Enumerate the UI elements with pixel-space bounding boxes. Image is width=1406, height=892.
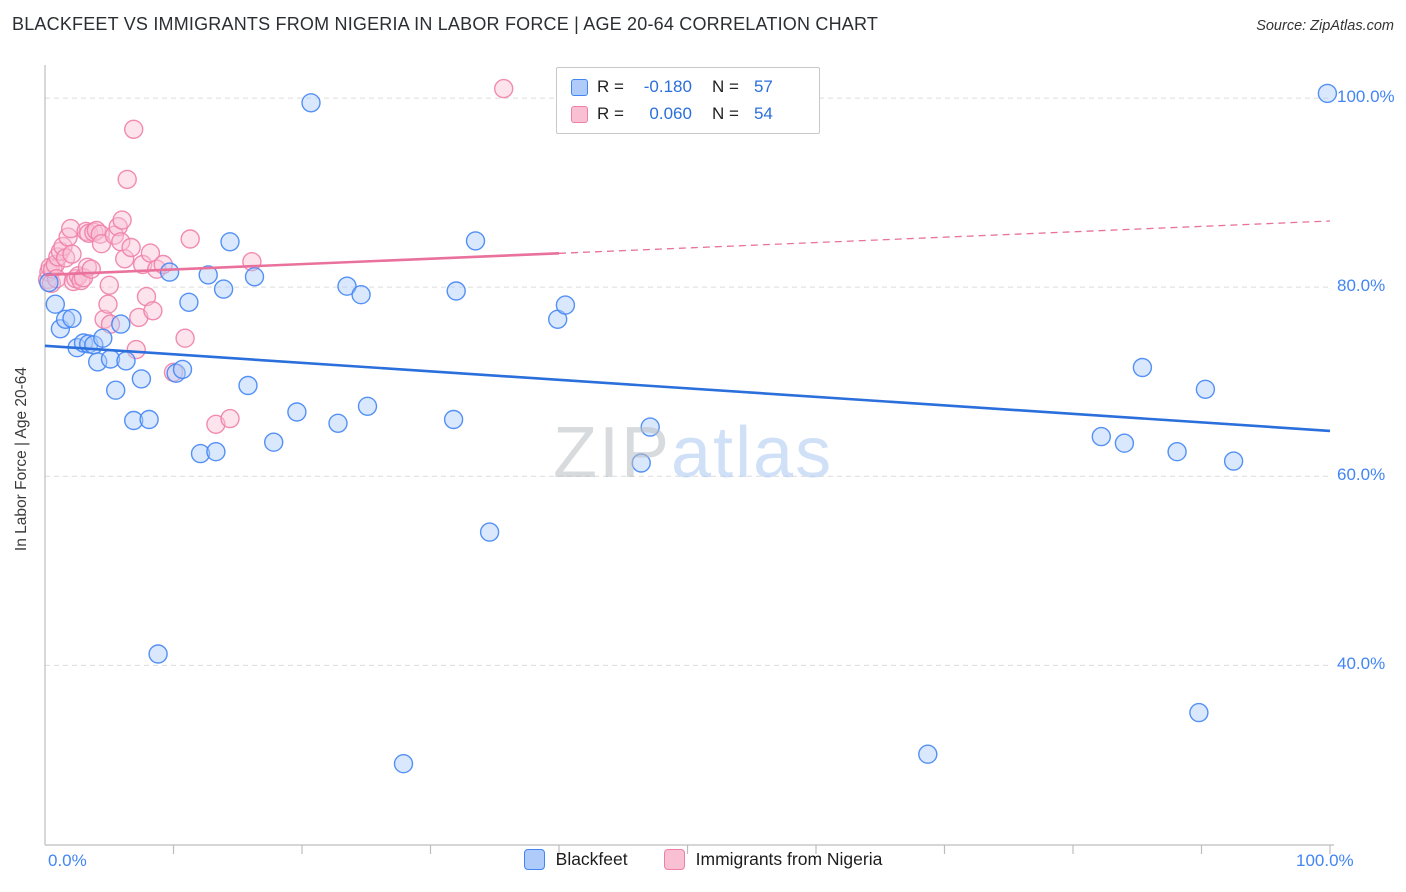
correlation-legend-box: R = -0.180 N = 57 R = 0.060 N = 54 (556, 67, 820, 134)
bottom-legend: Blackfeet Immigrants from Nigeria (0, 849, 1406, 870)
scatter-point-blackfeet (301, 93, 321, 113)
scatter-point-nigeria (494, 78, 514, 99)
scatter-point-blackfeet (328, 413, 348, 433)
y-tick-100: 100.0% (1337, 87, 1395, 106)
scatter-point-blackfeet (918, 744, 938, 764)
scatter-point-nigeria (62, 244, 82, 264)
r-value-nigeria: 0.060 (649, 104, 692, 123)
scatter-point-blackfeet (393, 754, 414, 774)
r-label: R = (597, 104, 624, 123)
scatter-point-nigeria (112, 210, 132, 230)
blackfeet-legend-swatch-icon (523, 849, 545, 870)
scatter-point-blackfeet (220, 232, 240, 252)
scatter-point-blackfeet (1167, 442, 1187, 462)
scatter-point-blackfeet (206, 442, 226, 462)
scatter-point-blackfeet (264, 432, 284, 452)
scatter-point-blackfeet (640, 417, 660, 437)
nigeria-swatch-icon (571, 105, 588, 123)
legend-row-blackfeet: R = -0.180 N = 57 (571, 77, 805, 97)
scatter-point-nigeria (60, 218, 81, 239)
legend-row-nigeria: R = 0.060 N = 54 (571, 104, 805, 124)
scatter-point-blackfeet (337, 276, 357, 296)
scatter-point-blackfeet (446, 281, 466, 301)
scatter-point-nigeria (99, 275, 120, 295)
scatter-point-nigeria (98, 294, 118, 314)
scatter-point-nigeria (180, 229, 200, 249)
scatter-point-blackfeet (62, 308, 82, 329)
scatter-point-blackfeet (213, 279, 234, 299)
scatter-point-nigeria (220, 408, 240, 429)
legend-label-nigeria: Immigrants from Nigeria (695, 849, 883, 869)
blackfeet-swatch-icon (571, 78, 588, 96)
scatter-point-blackfeet (351, 285, 371, 305)
x-tick-max: 100.0% (1296, 851, 1354, 870)
scatter-point-nigeria (121, 237, 141, 258)
scatter-point-blackfeet (111, 314, 131, 334)
scatter-point-blackfeet (131, 369, 152, 389)
scatter-point-blackfeet (1223, 451, 1244, 471)
scatter-point-blackfeet (244, 267, 265, 287)
scatter-point-blackfeet (45, 294, 65, 314)
n-label: N = (711, 77, 739, 96)
scatter-point-blackfeet (159, 262, 180, 282)
scatter-point-blackfeet (238, 375, 258, 396)
nigeria-legend-swatch-icon (663, 849, 685, 870)
watermark: ZIPatlas (553, 412, 833, 494)
legend-label-blackfeet: Blackfeet (555, 849, 628, 869)
scatter-point-blackfeet (1132, 357, 1153, 378)
x-tick-min: 0.0% (48, 851, 87, 870)
r-value-blackfeet: -0.180 (643, 77, 692, 96)
scatter-point-blackfeet (172, 359, 193, 380)
scatter-point-nigeria (136, 286, 157, 307)
n-value-blackfeet: 57 (753, 77, 773, 96)
y-tick-60: 60.0% (1337, 465, 1386, 484)
scatter-point-blackfeet (190, 443, 211, 464)
y-tick-40: 40.0% (1337, 654, 1386, 673)
scatter-point-blackfeet (116, 351, 136, 371)
n-label: N = (711, 104, 739, 123)
scatter-point-blackfeet (148, 644, 168, 664)
trend-line-nigeria (44, 252, 560, 277)
scatter-point-blackfeet (443, 409, 464, 430)
r-label: R = (597, 77, 624, 96)
watermark-zip: ZIP (553, 413, 672, 493)
n-value-nigeria: 54 (753, 104, 773, 123)
scatter-point-blackfeet (1317, 83, 1338, 104)
scatter-point-blackfeet (179, 292, 199, 312)
watermark-atlas: atlas (671, 413, 834, 493)
page-title: BLACKFEET VS IMMIGRANTS FROM NIGERIA IN … (12, 14, 879, 34)
scatter-point-blackfeet (198, 265, 218, 285)
scatter-point-nigeria (81, 259, 102, 279)
scatter-point-blackfeet (465, 231, 486, 251)
y-tick-80: 80.0% (1337, 276, 1386, 295)
trend-line-dashed-nigeria (558, 220, 1331, 254)
scatter-point-blackfeet (287, 402, 307, 422)
scatter-point-blackfeet (1114, 433, 1135, 453)
scatter-point-nigeria (175, 328, 195, 348)
scatter-point-blackfeet (1091, 426, 1112, 447)
y-axis-label: In Labor Force | Age 20-64 (13, 366, 30, 552)
legend-item-nigeria: Immigrants from Nigeria (663, 849, 883, 870)
scatter-point-nigeria (114, 249, 135, 269)
scatter-point-blackfeet (631, 453, 651, 473)
scatter-point-nigeria (117, 169, 137, 190)
scatter-point-blackfeet (357, 396, 378, 416)
source-link[interactable]: Source: ZipAtlas.com (1256, 18, 1394, 34)
scatter-point-nigeria (123, 119, 144, 140)
scatter-point-nigeria (143, 301, 163, 321)
legend-item-blackfeet: Blackfeet (523, 849, 628, 870)
scatter-point-blackfeet (105, 380, 126, 400)
scatter-point-blackfeet (123, 410, 144, 431)
scatter-point-blackfeet (39, 272, 59, 293)
scatter-point-blackfeet (555, 295, 576, 315)
scatter-point-blackfeet (139, 409, 159, 430)
scatter-point-blackfeet (479, 522, 500, 542)
scatter-point-blackfeet (1195, 379, 1216, 399)
scatter-point-blackfeet (55, 309, 76, 329)
scatter-point-blackfeet (93, 328, 113, 348)
scatter-point-blackfeet (1189, 702, 1209, 723)
trend-line-blackfeet (44, 344, 1331, 433)
